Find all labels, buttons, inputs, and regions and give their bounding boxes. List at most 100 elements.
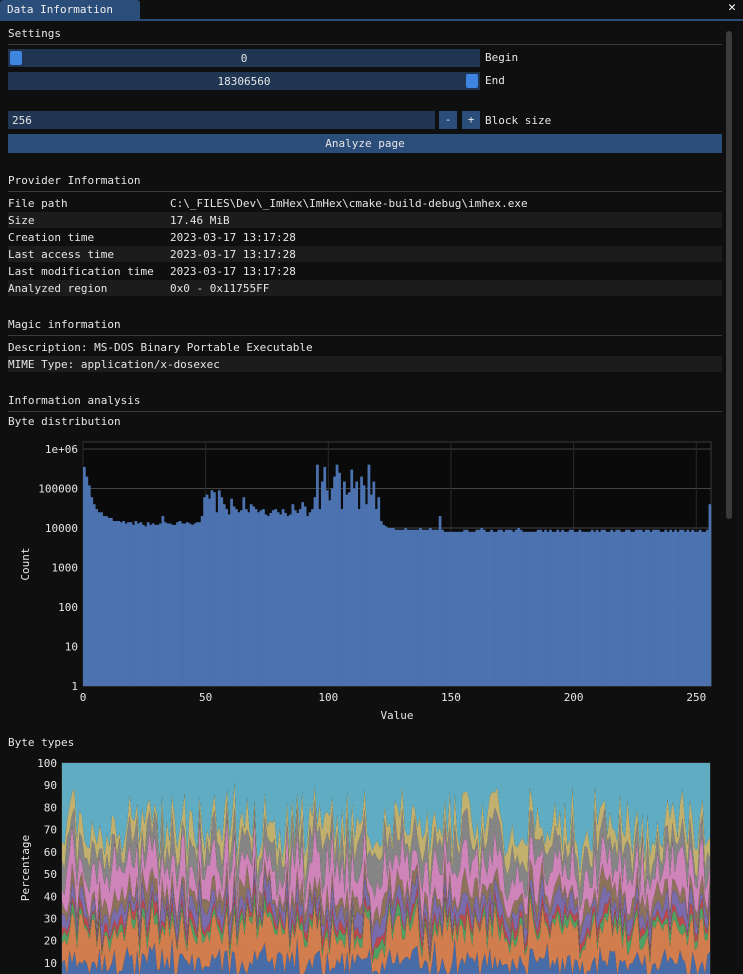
bar bbox=[355, 481, 359, 686]
bar bbox=[566, 531, 570, 686]
bar bbox=[144, 526, 148, 686]
bar bbox=[436, 529, 439, 686]
x-tick-label: 250 bbox=[686, 691, 706, 704]
y-axis-ticks: 1 10 100 1000 10000 100000 1e+06 bbox=[38, 443, 78, 693]
bar bbox=[132, 524, 135, 686]
series-band-type-6 bbox=[62, 851, 710, 942]
bar bbox=[576, 531, 579, 686]
tab-title: Data Information bbox=[7, 3, 113, 16]
bar bbox=[343, 481, 346, 686]
block-size-label: Block size bbox=[485, 114, 552, 127]
close-icon[interactable]: ✕ bbox=[728, 0, 736, 15]
provider-key: Creation time bbox=[8, 231, 95, 244]
y-tick-label: 80 bbox=[44, 801, 57, 814]
bar bbox=[448, 531, 452, 686]
bar bbox=[421, 529, 425, 686]
bar bbox=[215, 512, 219, 686]
bar bbox=[367, 464, 371, 686]
x-tick-label: 0 bbox=[80, 691, 87, 704]
bar bbox=[571, 529, 574, 686]
bar bbox=[107, 517, 111, 686]
bar bbox=[495, 531, 498, 686]
bar bbox=[330, 488, 334, 686]
scrollbar-thumb[interactable] bbox=[726, 31, 732, 519]
bar bbox=[669, 529, 673, 686]
series-band-type-5 bbox=[62, 860, 710, 954]
bar bbox=[298, 509, 302, 686]
bar bbox=[477, 529, 481, 686]
begin-slider[interactable]: 0 bbox=[8, 49, 480, 67]
bar bbox=[183, 523, 187, 686]
bar bbox=[701, 531, 704, 686]
bar bbox=[647, 529, 650, 686]
bar bbox=[235, 509, 238, 686]
begin-slider-grab[interactable] bbox=[10, 51, 22, 65]
provider-key: File path bbox=[8, 197, 68, 210]
bar bbox=[561, 529, 565, 686]
bar bbox=[620, 531, 623, 686]
bar bbox=[480, 527, 484, 686]
bar bbox=[603, 529, 606, 686]
bar bbox=[554, 531, 557, 686]
bar bbox=[242, 497, 246, 686]
bar bbox=[401, 529, 405, 686]
block-size-input[interactable]: 256 bbox=[8, 111, 435, 129]
bar bbox=[509, 529, 513, 686]
bar bbox=[279, 514, 282, 686]
bar bbox=[225, 509, 229, 686]
y-axis-label: Percentage bbox=[19, 835, 32, 901]
bar bbox=[360, 476, 363, 686]
stacked-series bbox=[62, 763, 710, 974]
y-tick-label: 60 bbox=[44, 846, 57, 859]
magic-description: Description: MS-DOS Binary Portable Exec… bbox=[8, 341, 313, 354]
bar bbox=[333, 476, 336, 686]
bar bbox=[676, 531, 680, 686]
y-tick-label: 10 bbox=[44, 957, 57, 970]
bar bbox=[703, 531, 707, 686]
vertical-scrollbar[interactable] bbox=[724, 28, 734, 974]
bar bbox=[213, 492, 216, 686]
bar bbox=[441, 529, 444, 686]
bar bbox=[600, 529, 604, 686]
byte-distribution-chart[interactable]: 1 10 100 1000 10000 100000 1e+06 0 50 100 150 200 2… bbox=[8, 432, 722, 726]
bar bbox=[551, 531, 555, 686]
block-size-increment-button[interactable]: + bbox=[462, 111, 480, 129]
byte-types-chart[interactable]: 10 20 30 40 50 60 70 80 90 100 Percentage bbox=[8, 754, 722, 974]
bar bbox=[266, 516, 270, 686]
bar bbox=[203, 497, 206, 686]
bar bbox=[598, 531, 601, 686]
y-tick-label: 1e+06 bbox=[45, 443, 78, 456]
bar bbox=[446, 531, 449, 686]
bar bbox=[544, 529, 547, 686]
bar bbox=[666, 531, 670, 686]
bar bbox=[625, 529, 628, 686]
end-slider[interactable]: 18306560 bbox=[8, 72, 480, 90]
bar bbox=[465, 529, 469, 686]
bar bbox=[593, 531, 596, 686]
bar bbox=[365, 504, 368, 686]
bar bbox=[97, 512, 101, 686]
bar bbox=[338, 472, 341, 686]
bar bbox=[382, 524, 386, 686]
bar bbox=[475, 529, 479, 686]
bar bbox=[252, 506, 256, 686]
series-band-type-2 bbox=[62, 895, 710, 974]
bar bbox=[455, 531, 459, 686]
bar bbox=[664, 529, 668, 686]
x-axis-label: Value bbox=[380, 709, 413, 722]
bar bbox=[684, 531, 687, 686]
bar bbox=[671, 531, 675, 686]
end-slider-grab[interactable] bbox=[466, 74, 478, 88]
analyze-page-button[interactable]: Analyze page bbox=[8, 134, 722, 153]
x-tick-label: 150 bbox=[441, 691, 461, 704]
bar bbox=[95, 509, 99, 686]
bar bbox=[485, 531, 489, 686]
bar bbox=[112, 521, 116, 686]
bar bbox=[394, 529, 398, 686]
tab-data-information[interactable]: Data Information bbox=[0, 0, 140, 19]
bar bbox=[149, 524, 152, 686]
bar bbox=[163, 522, 167, 686]
bar bbox=[460, 531, 464, 686]
block-size-decrement-button[interactable]: - bbox=[439, 111, 457, 129]
bar bbox=[323, 466, 327, 686]
